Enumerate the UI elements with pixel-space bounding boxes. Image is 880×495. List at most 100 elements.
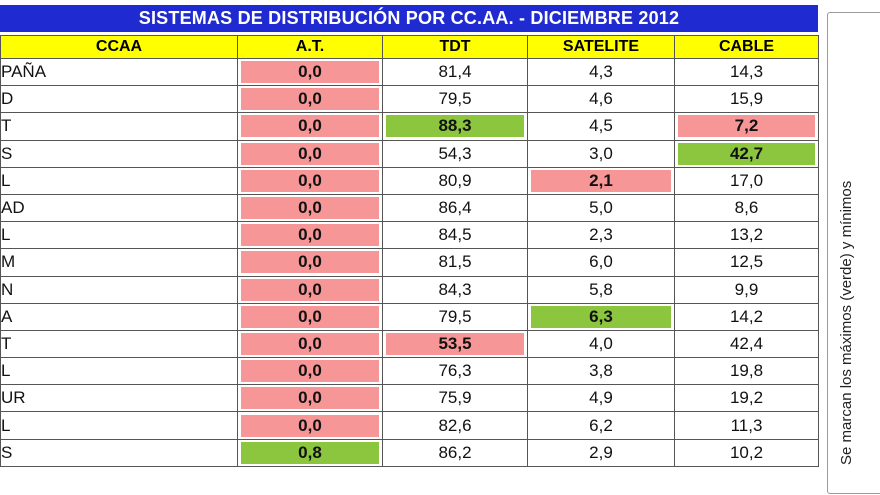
cell-satelite: 6,0 [527,248,675,277]
cell-tdt: 79,5 [382,302,528,331]
cell-value: 0,0 [241,224,379,247]
cell-ccaa: N [0,275,238,304]
cell-tdt: 86,2 [382,438,528,467]
table-row: L 0,0 76,3 3,8 19,8 [0,357,819,386]
cell-value: 86,4 [438,198,472,218]
table-body: PAÑA 0,0 81,4 4,3 14,3 D 0,0 79,5 4,6 15,9 T 0,0 88,… [0,57,819,467]
cell-value: 0,0 [241,197,379,220]
cell-at: 0,0 [237,384,383,413]
cell-value: 0,0 [241,61,379,84]
cell-value: 0,0 [241,88,379,111]
cell-satelite: 3,8 [527,357,675,386]
cell-value: 84,5 [438,225,472,245]
cell-satelite: 4,9 [527,384,675,413]
cell-ccaa: L [0,166,238,195]
table-row: UR 0,0 75,9 4,9 19,2 [0,384,819,413]
table-row: L 0,0 82,6 6,2 11,3 [0,411,819,440]
cell-ccaa: T [0,329,238,359]
cell-value: 0,0 [241,305,379,328]
header-tdt: TDT [382,35,528,59]
cell-value: 7,2 [678,115,815,138]
cell-cable: 10,2 [674,438,819,467]
cell-value: 4,5 [589,116,613,136]
cell-at: 0,0 [237,85,383,114]
cell-at: 0,8 [237,438,383,467]
cell-value: 0,8 [241,441,379,464]
cell-at: 0,0 [237,57,383,87]
cell-value: 2,9 [589,442,613,462]
table-row: AD 0,0 86,4 5,0 8,6 [0,193,819,223]
cell-value: 0,0 [241,142,379,165]
cell-ccaa: L [0,411,238,440]
cell-tdt: 76,3 [382,357,528,386]
cell-satelite: 5,0 [527,193,675,223]
cell-value: 3,0 [589,143,613,163]
table-row: N 0,0 84,3 5,8 9,9 [0,275,819,304]
cell-value: 80,9 [438,170,472,190]
cell-cable: 19,8 [674,357,819,386]
cell-value: 19,8 [729,361,764,381]
cell-value: 0,0 [241,169,379,192]
cell-value: 0,0 [241,251,379,274]
cell-value: 4,0 [589,333,613,353]
cell-ccaa: T [0,112,238,141]
cell-ccaa: L [0,221,238,250]
table-row: L 0,0 80,9 2,1 17,0 [0,166,819,195]
cell-cable: 42,4 [674,329,819,359]
cell-ccaa: M [0,248,238,277]
cell-value: 53,5 [386,332,524,355]
cell-value: 6,0 [589,252,613,272]
cell-satelite: 2,3 [527,221,675,250]
cell-satelite: 4,5 [527,112,675,141]
cell-at: 0,0 [237,357,383,386]
cell-value: 42,7 [678,142,815,165]
cell-value: 6,3 [531,305,671,328]
cell-cable: 14,3 [674,57,819,87]
cell-value: 88,3 [386,115,524,138]
cell-at: 0,0 [237,166,383,195]
header-satelite: SATELITE [527,35,675,59]
cell-value: 14,2 [729,306,764,326]
cell-satelite: 5,8 [527,275,675,304]
cell-satelite: 6,3 [527,302,675,331]
cell-tdt: 84,5 [382,221,528,250]
cell-value: 84,3 [438,279,472,299]
cell-ccaa: AD [0,193,238,223]
cell-value: 76,3 [438,361,472,381]
cell-value: 5,8 [589,279,613,299]
cell-value: 86,2 [438,442,472,462]
cell-at: 0,0 [237,193,383,223]
cell-cable: 17,0 [674,166,819,195]
cell-at: 0,0 [237,302,383,331]
cell-ccaa: S [0,139,238,168]
cell-value: 19,2 [729,388,764,408]
cell-value: 42,4 [729,333,764,353]
cell-satelite: 2,1 [527,166,675,195]
cell-value: 79,5 [438,306,472,326]
cell-satelite: 3,0 [527,139,675,168]
cell-value: 4,3 [589,62,613,82]
table-row: T 0,0 53,5 4,0 42,4 [0,329,819,359]
cell-satelite: 4,0 [527,329,675,359]
cell-value: 0,0 [241,360,379,383]
cell-cable: 12,5 [674,248,819,277]
cell-cable: 8,6 [674,193,819,223]
cell-value: 81,4 [438,62,472,82]
cell-value: 2,1 [531,169,671,192]
cell-tdt: 80,9 [382,166,528,195]
cell-value: 75,9 [438,388,472,408]
cell-value: 79,5 [438,89,472,109]
cell-cable: 15,9 [674,85,819,114]
cell-tdt: 79,5 [382,85,528,114]
table-row: S 0,8 86,2 2,9 10,2 [0,438,819,467]
table-row: D 0,0 79,5 4,6 15,9 [0,85,819,114]
cell-cable: 7,2 [674,112,819,141]
cell-satelite: 6,2 [527,411,675,440]
cell-at: 0,0 [237,221,383,250]
cell-value: 6,2 [589,415,613,435]
header-row: CCAA A.T. TDT SATELITE CABLE [0,35,819,59]
cell-at: 0,0 [237,329,383,359]
cell-tdt: 88,3 [382,112,528,141]
cell-at: 0,0 [237,275,383,304]
table-row: A 0,0 79,5 6,3 14,2 [0,302,819,331]
